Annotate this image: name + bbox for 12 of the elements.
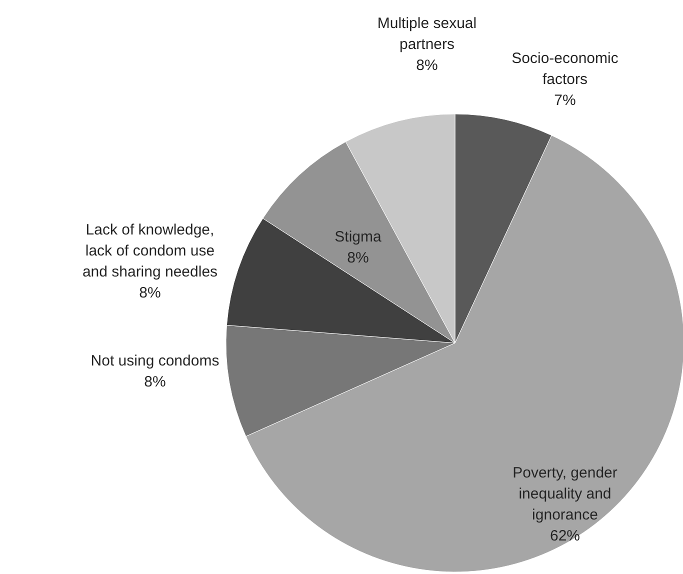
data-label: 8% <box>416 56 438 74</box>
slice-label: Multiple sexual partners <box>377 14 477 53</box>
slice-label: Lack of knowledge, lack of condom use and sharing needles <box>82 221 218 280</box>
slice-label: Poverty, gender inequality and ignorance <box>512 464 618 524</box>
slice-label: Socio-economic factors <box>512 50 619 88</box>
slice-label: Stigma <box>334 228 382 246</box>
data-label: 7% <box>554 92 576 109</box>
slice-label: Not using condoms <box>90 352 220 370</box>
data-label: 62% <box>550 527 580 544</box>
data-label: 8% <box>144 373 166 390</box>
data-label: 8% <box>347 249 369 266</box>
data-label: 8% <box>139 284 161 302</box>
